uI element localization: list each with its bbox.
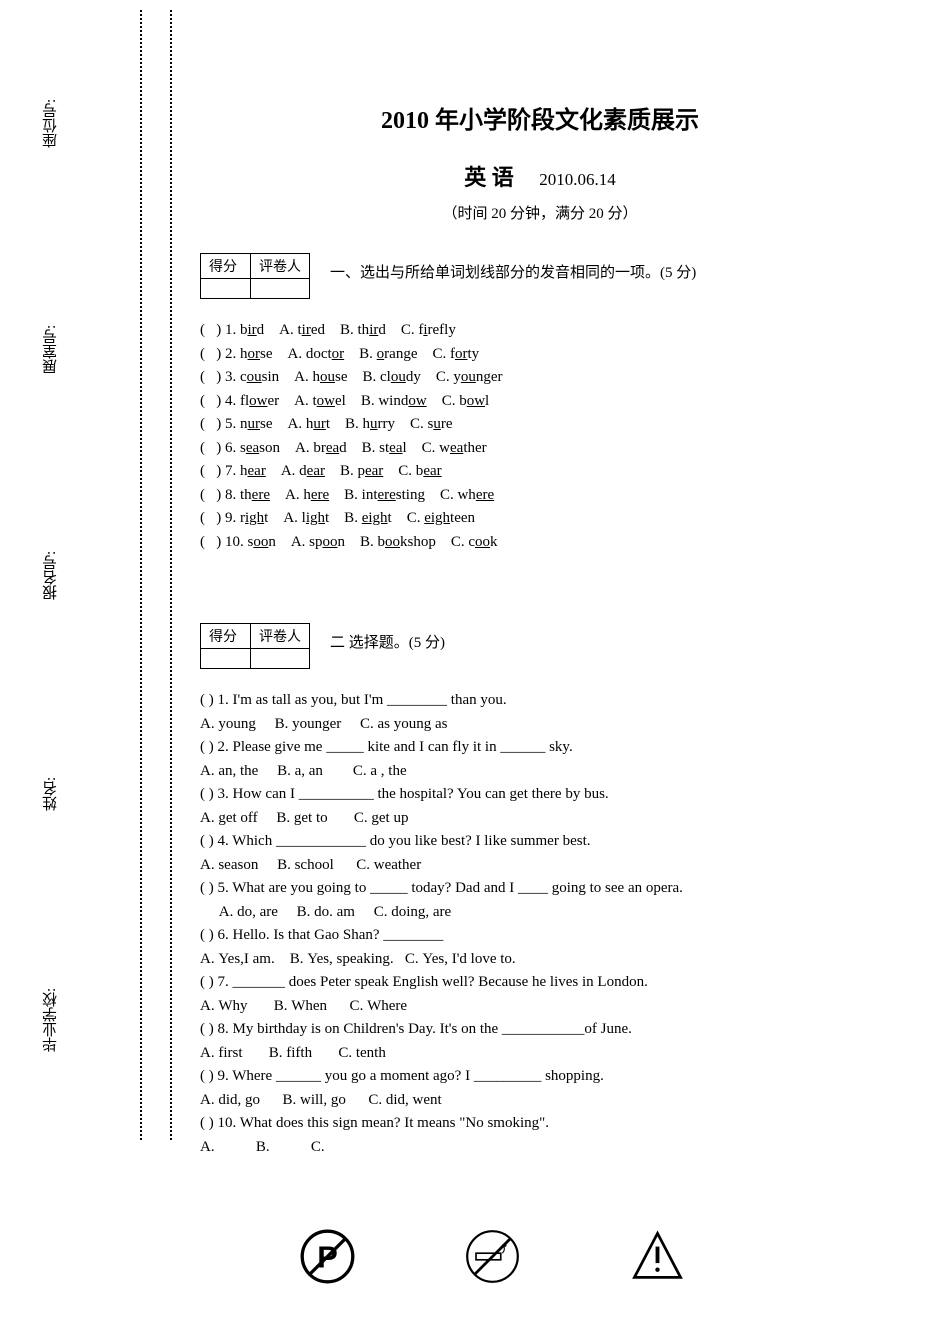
question-line: ( ) 6. season A. bread B. steal C. weath… — [200, 437, 880, 460]
question-options: A. season B. school C. weather — [200, 854, 880, 877]
field-seat: 座位号: — [40, 98, 61, 147]
exam-sidebar: 毕业学校: 姓名: 报名号: 展室号: 座位号: — [40, 0, 160, 1150]
field-regno: 报名号: — [40, 550, 61, 599]
question-line: ( ) 5. nurse A. hurt B. hurry C. sure — [200, 413, 880, 436]
duration: （时间 20 分钟，满分 20 分） — [200, 202, 880, 223]
grader-col: 评卷人 — [251, 624, 310, 649]
question-line: ( ) 3. cousin A. house B. cloudy C. youn… — [200, 366, 880, 389]
question-line: ( ) 4. flower A. towel B. window C. bowl — [200, 390, 880, 413]
score-table: 得分 评卷人 — [200, 253, 310, 299]
exam-date: 2010.06.14 — [539, 170, 616, 189]
question-options: A. B. C. — [200, 1136, 880, 1159]
question-line: ( ) 4. Which ____________ do you like be… — [200, 830, 880, 853]
exam-content: 2010 年小学阶段文化素质展示 英 语 2010.06.14 （时间 20 分… — [200, 100, 880, 1228]
question-options: A. first B. fifth C. tenth — [200, 1042, 880, 1065]
question-options: A. get off B. get to C. get up — [200, 807, 880, 830]
field-name: 姓名: — [40, 776, 61, 810]
section1-title: 一、选出与所给单词划线部分的发音相同的一项。(5 分) — [330, 261, 696, 282]
question-line: ( ) 1. bird A. tired B. third C. firefly — [200, 319, 880, 342]
question-options: A. an, the B. a, an C. a , the — [200, 760, 880, 783]
dotted-line — [140, 10, 142, 1140]
no-smoking-icon — [465, 1229, 520, 1284]
subject: 英 语 — [464, 165, 514, 190]
score-table: 得分 评卷人 — [200, 623, 310, 669]
grader-col: 评卷人 — [251, 254, 310, 279]
question-options: A. young B. younger C. as young as — [200, 713, 880, 736]
question-line: ( ) 2. horse A. doctor B. orange C. fort… — [200, 343, 880, 366]
question-options: A. did, go B. will, go C. did, went — [200, 1089, 880, 1112]
question-line: ( ) 10. What does this sign mean? It mea… — [200, 1112, 880, 1135]
main-title: 2010 年小学阶段文化素质展示 — [200, 100, 880, 135]
field-school: 毕业学校: — [40, 987, 61, 1051]
question-line: ( ) 1. I'm as tall as you, but I'm _____… — [200, 689, 880, 712]
question-options: A. do, are B. do. am C. doing, are — [200, 901, 880, 924]
score-col: 得分 — [201, 254, 251, 279]
section1-questions: ( ) 1. bird A. tired B. third C. firefly… — [200, 319, 880, 553]
question-options: A. Yes,I am. B. Yes, speaking. C. Yes, I… — [200, 948, 880, 971]
subject-title: 英 语 2010.06.14 — [200, 160, 880, 192]
question-line: ( ) 2. Please give me _____ kite and I c… — [200, 736, 880, 759]
section2-title: 二 选择题。(5 分) — [330, 631, 445, 652]
question-line: ( ) 8. there A. here B. interesting C. w… — [200, 484, 880, 507]
sign-icons: P — [300, 1229, 685, 1284]
section2-header: 得分 评卷人 二 选择题。(5 分) — [200, 623, 880, 669]
question-line: ( ) 7. _______ does Peter speak English … — [200, 971, 880, 994]
warning-icon — [630, 1229, 685, 1284]
question-line: ( ) 10. soon A. spoon B. bookshop C. coo… — [200, 531, 880, 554]
question-line: ( ) 9. right A. light B. eight C. eighte… — [200, 507, 880, 530]
question-line: ( ) 8. My birthday is on Children's Day.… — [200, 1018, 880, 1041]
no-parking-icon: P — [300, 1229, 355, 1284]
question-line: ( ) 5. What are you going to _____ today… — [200, 877, 880, 900]
dotted-line — [170, 10, 172, 1140]
question-line: ( ) 3. How can I __________ the hospital… — [200, 783, 880, 806]
section1-header: 得分 评卷人 一、选出与所给单词划线部分的发音相同的一项。(5 分) — [200, 253, 880, 299]
sidebar-fields: 毕业学校: 姓名: 报名号: 展室号: 座位号: — [40, 50, 61, 1100]
question-options: A. Why B. When C. Where — [200, 995, 880, 1018]
question-line: ( ) 6. Hello. Is that Gao Shan? ________ — [200, 924, 880, 947]
score-col: 得分 — [201, 624, 251, 649]
question-line: ( ) 7. hear A. dear B. pear C. bear — [200, 460, 880, 483]
field-room: 展室号: — [40, 324, 61, 373]
section2-questions: ( ) 1. I'm as tall as you, but I'm _____… — [200, 689, 880, 1158]
question-line: ( ) 9. Where ______ you go a moment ago?… — [200, 1065, 880, 1088]
